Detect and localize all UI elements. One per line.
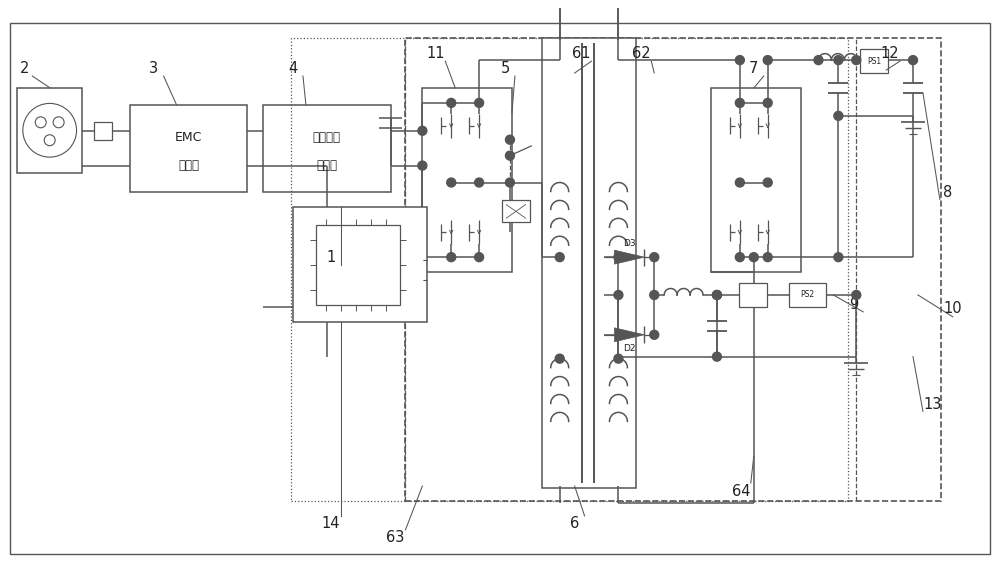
Circle shape — [505, 178, 514, 187]
Circle shape — [852, 290, 861, 299]
Circle shape — [614, 253, 623, 261]
Circle shape — [447, 178, 456, 187]
Circle shape — [852, 55, 861, 65]
Text: 14: 14 — [322, 516, 340, 531]
Circle shape — [735, 99, 744, 107]
Circle shape — [475, 178, 484, 187]
Circle shape — [834, 253, 843, 261]
Text: D2: D2 — [623, 344, 636, 353]
Text: 63: 63 — [386, 530, 405, 545]
Text: 13: 13 — [924, 397, 942, 412]
Circle shape — [505, 135, 514, 144]
Circle shape — [614, 290, 623, 299]
Bar — [263, 105, 391, 193]
Circle shape — [447, 99, 456, 107]
Circle shape — [735, 178, 744, 187]
Bar — [291, 38, 848, 501]
Text: PS1: PS1 — [867, 57, 881, 66]
Bar — [422, 88, 512, 272]
Bar — [94, 122, 112, 140]
Text: 12: 12 — [881, 46, 899, 61]
Bar — [502, 200, 530, 222]
Circle shape — [712, 352, 721, 361]
Circle shape — [763, 99, 772, 107]
Text: 7: 7 — [749, 61, 758, 76]
Circle shape — [763, 178, 772, 187]
Text: D3: D3 — [623, 239, 636, 248]
Bar — [316, 225, 400, 305]
Text: 4: 4 — [288, 61, 298, 76]
Text: 5: 5 — [500, 61, 510, 76]
Bar — [17, 88, 82, 173]
Circle shape — [555, 354, 564, 363]
Circle shape — [712, 290, 721, 299]
Bar — [789, 283, 826, 307]
Text: 8: 8 — [943, 185, 952, 200]
Circle shape — [475, 253, 484, 261]
Circle shape — [763, 253, 772, 261]
Text: 62: 62 — [632, 46, 651, 61]
Circle shape — [650, 290, 659, 299]
Text: 2: 2 — [20, 61, 29, 76]
Circle shape — [418, 161, 427, 170]
Circle shape — [555, 253, 564, 261]
Text: 变换器: 变换器 — [316, 159, 337, 172]
Text: 1: 1 — [326, 250, 335, 265]
Circle shape — [505, 151, 514, 160]
Text: PS2: PS2 — [800, 290, 815, 299]
Text: 6: 6 — [570, 516, 579, 531]
Text: 10: 10 — [943, 301, 962, 316]
Circle shape — [418, 126, 427, 135]
Circle shape — [834, 55, 843, 65]
Bar — [293, 207, 427, 322]
Circle shape — [749, 253, 758, 261]
Circle shape — [763, 55, 772, 65]
Bar — [860, 49, 888, 73]
Text: 双向无桥: 双向无桥 — [313, 131, 341, 144]
Circle shape — [834, 111, 843, 121]
Circle shape — [909, 55, 917, 65]
Circle shape — [475, 99, 484, 107]
Circle shape — [650, 253, 659, 261]
Text: EMC: EMC — [175, 131, 202, 144]
Bar — [405, 38, 941, 501]
Circle shape — [712, 290, 721, 299]
Text: 61: 61 — [572, 46, 591, 61]
Text: 3: 3 — [149, 61, 158, 76]
Text: 9: 9 — [849, 297, 858, 312]
Text: 64: 64 — [732, 484, 750, 499]
Bar — [130, 105, 247, 193]
Bar — [711, 88, 801, 272]
Circle shape — [735, 55, 744, 65]
Circle shape — [614, 354, 623, 363]
Bar — [739, 283, 767, 307]
Polygon shape — [614, 250, 644, 264]
Polygon shape — [614, 328, 644, 342]
Circle shape — [735, 253, 744, 261]
Text: 11: 11 — [426, 46, 445, 61]
Circle shape — [650, 330, 659, 339]
Text: 滤波器: 滤波器 — [178, 159, 199, 172]
Bar — [542, 38, 636, 488]
Circle shape — [814, 55, 823, 65]
Circle shape — [447, 253, 456, 261]
